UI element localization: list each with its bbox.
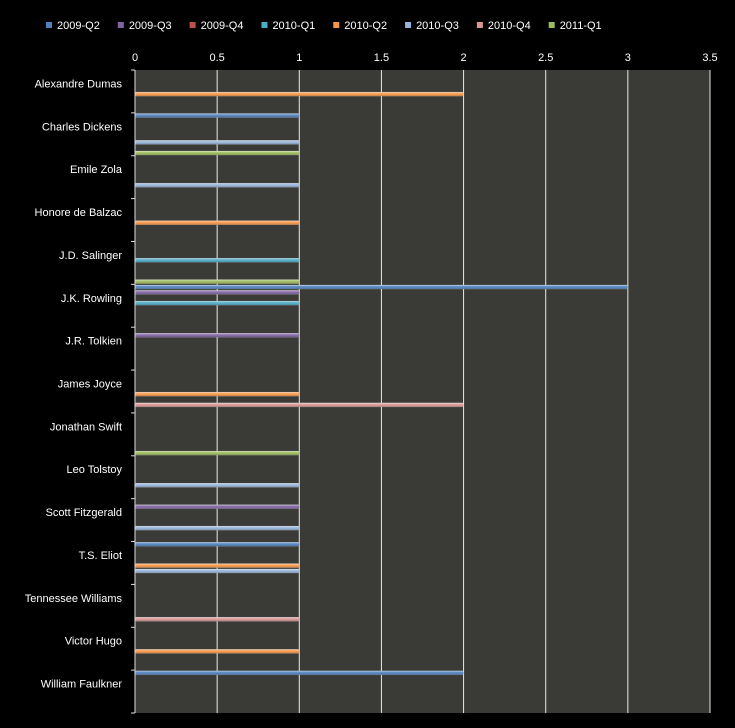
bar <box>134 220 300 225</box>
category-label: T.S. Eliot <box>79 550 122 562</box>
bar <box>134 525 300 531</box>
category-label: Alexandre Dumas <box>35 78 123 90</box>
x-tick-label: 2 <box>461 52 467 64</box>
category-label: James Joyce <box>58 379 122 391</box>
bar <box>134 91 464 97</box>
category-label: Victor Hugo <box>65 636 122 648</box>
x-tick-label: 3.5 <box>702 52 717 64</box>
category-label: Leo Tolstoy <box>67 464 123 476</box>
bar <box>134 402 464 408</box>
legend-label: 2010-Q2 <box>344 20 387 32</box>
legend-label: 2010-Q4 <box>488 20 531 32</box>
category-label: Scott Fitzgerald <box>46 507 122 519</box>
legend-swatch <box>261 22 268 28</box>
legend-label: 2010-Q1 <box>272 20 315 32</box>
legend-swatch <box>476 22 483 28</box>
legend-swatch <box>548 22 555 28</box>
bar <box>134 113 300 118</box>
bar <box>134 649 300 654</box>
bar <box>134 450 300 456</box>
category-label: Jonathan Swift <box>50 421 122 433</box>
legend-swatch <box>333 22 340 28</box>
category-label: Emile Zola <box>70 164 123 176</box>
category-label: Charles Dickens <box>42 121 123 133</box>
plot-area <box>135 70 710 713</box>
bar <box>134 391 300 397</box>
x-tick-label: 0.5 <box>209 52 224 64</box>
x-tick-label: 1.5 <box>374 52 389 64</box>
bar <box>134 257 300 263</box>
bar <box>134 504 300 509</box>
category-label: Honore de Balzac <box>35 207 123 219</box>
bar <box>134 568 300 574</box>
category-label: J.R. Tolkien <box>65 336 122 348</box>
bar <box>134 563 300 568</box>
legend-swatch <box>189 22 196 28</box>
category-label: William Faulkner <box>41 679 123 691</box>
gridlines <box>216 70 711 713</box>
bar <box>134 483 300 488</box>
bar <box>134 150 300 156</box>
legend-label: 2011-Q1 <box>560 20 602 32</box>
legend-label: 2009-Q2 <box>57 20 100 32</box>
bar <box>134 279 300 284</box>
x-axis: 0 0.5 1 1.5 2 2.5 3 3.5 <box>132 52 718 64</box>
category-label: J.K. Rowling <box>61 293 122 305</box>
x-tick-label: 1 <box>296 52 302 64</box>
legend-swatch <box>46 22 52 28</box>
bar <box>134 284 629 290</box>
bar <box>134 332 300 338</box>
legend-label: 2010-Q3 <box>416 20 459 32</box>
legend-label: 2009-Q4 <box>201 20 244 32</box>
bar <box>134 616 300 622</box>
bar <box>134 140 300 145</box>
bar <box>134 541 300 547</box>
bar <box>134 300 300 306</box>
y-axis: Alexandre Dumas Charles Dickens Emile Zola… <box>25 69 136 714</box>
legend: 2009-Q2 2009-Q3 2009-Q4 2010-Q1 2010-Q2 2010-… <box>46 20 602 32</box>
x-tick-label: 3 <box>625 52 631 64</box>
legend-label: 2009-Q3 <box>129 20 172 32</box>
x-tick-label: 0 <box>132 52 138 64</box>
bar <box>134 670 464 676</box>
legend-swatch <box>405 22 412 28</box>
legend-swatch <box>117 22 124 28</box>
bar <box>134 290 300 295</box>
category-label: Tennessee Williams <box>25 593 123 605</box>
x-tick-label: 2.5 <box>538 52 553 64</box>
bar <box>134 182 300 188</box>
category-label: J.D. Salinger <box>59 250 122 262</box>
